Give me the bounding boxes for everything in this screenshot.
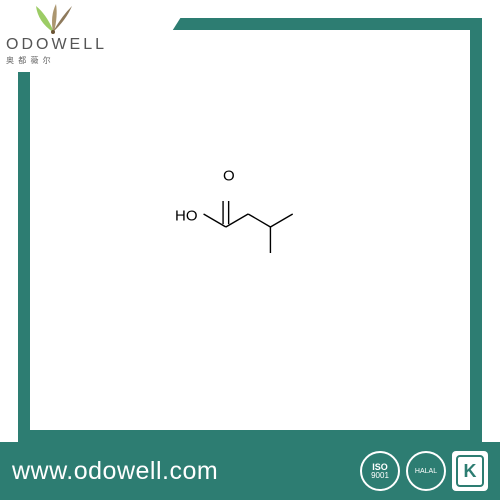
content-frame: O HO	[18, 18, 482, 442]
kosher-badge: K	[452, 451, 488, 491]
chemical-structure: O HO	[185, 183, 315, 268]
iso-line2: 9001	[371, 472, 389, 480]
brand-subtitle: 奥 都 薇 尔	[6, 55, 52, 66]
hydroxyl-label: HO	[175, 207, 198, 224]
halal-text: HALAL	[415, 468, 437, 475]
svg-text:K: K	[464, 461, 477, 481]
footer-bar: www.odowell.com ISO 9001 HALAL K	[0, 442, 500, 500]
oxygen-label: O	[223, 167, 235, 184]
brand-logo-block: ODOWELL 奥 都 薇 尔	[0, 0, 155, 72]
wing-icon	[28, 2, 78, 36]
halal-badge: HALAL	[406, 451, 446, 491]
certification-badges: ISO 9001 HALAL K	[360, 451, 488, 491]
website-url: www.odowell.com	[12, 457, 360, 486]
brand-name: ODOWELL	[6, 36, 107, 54]
iso-badge: ISO 9001	[360, 451, 400, 491]
